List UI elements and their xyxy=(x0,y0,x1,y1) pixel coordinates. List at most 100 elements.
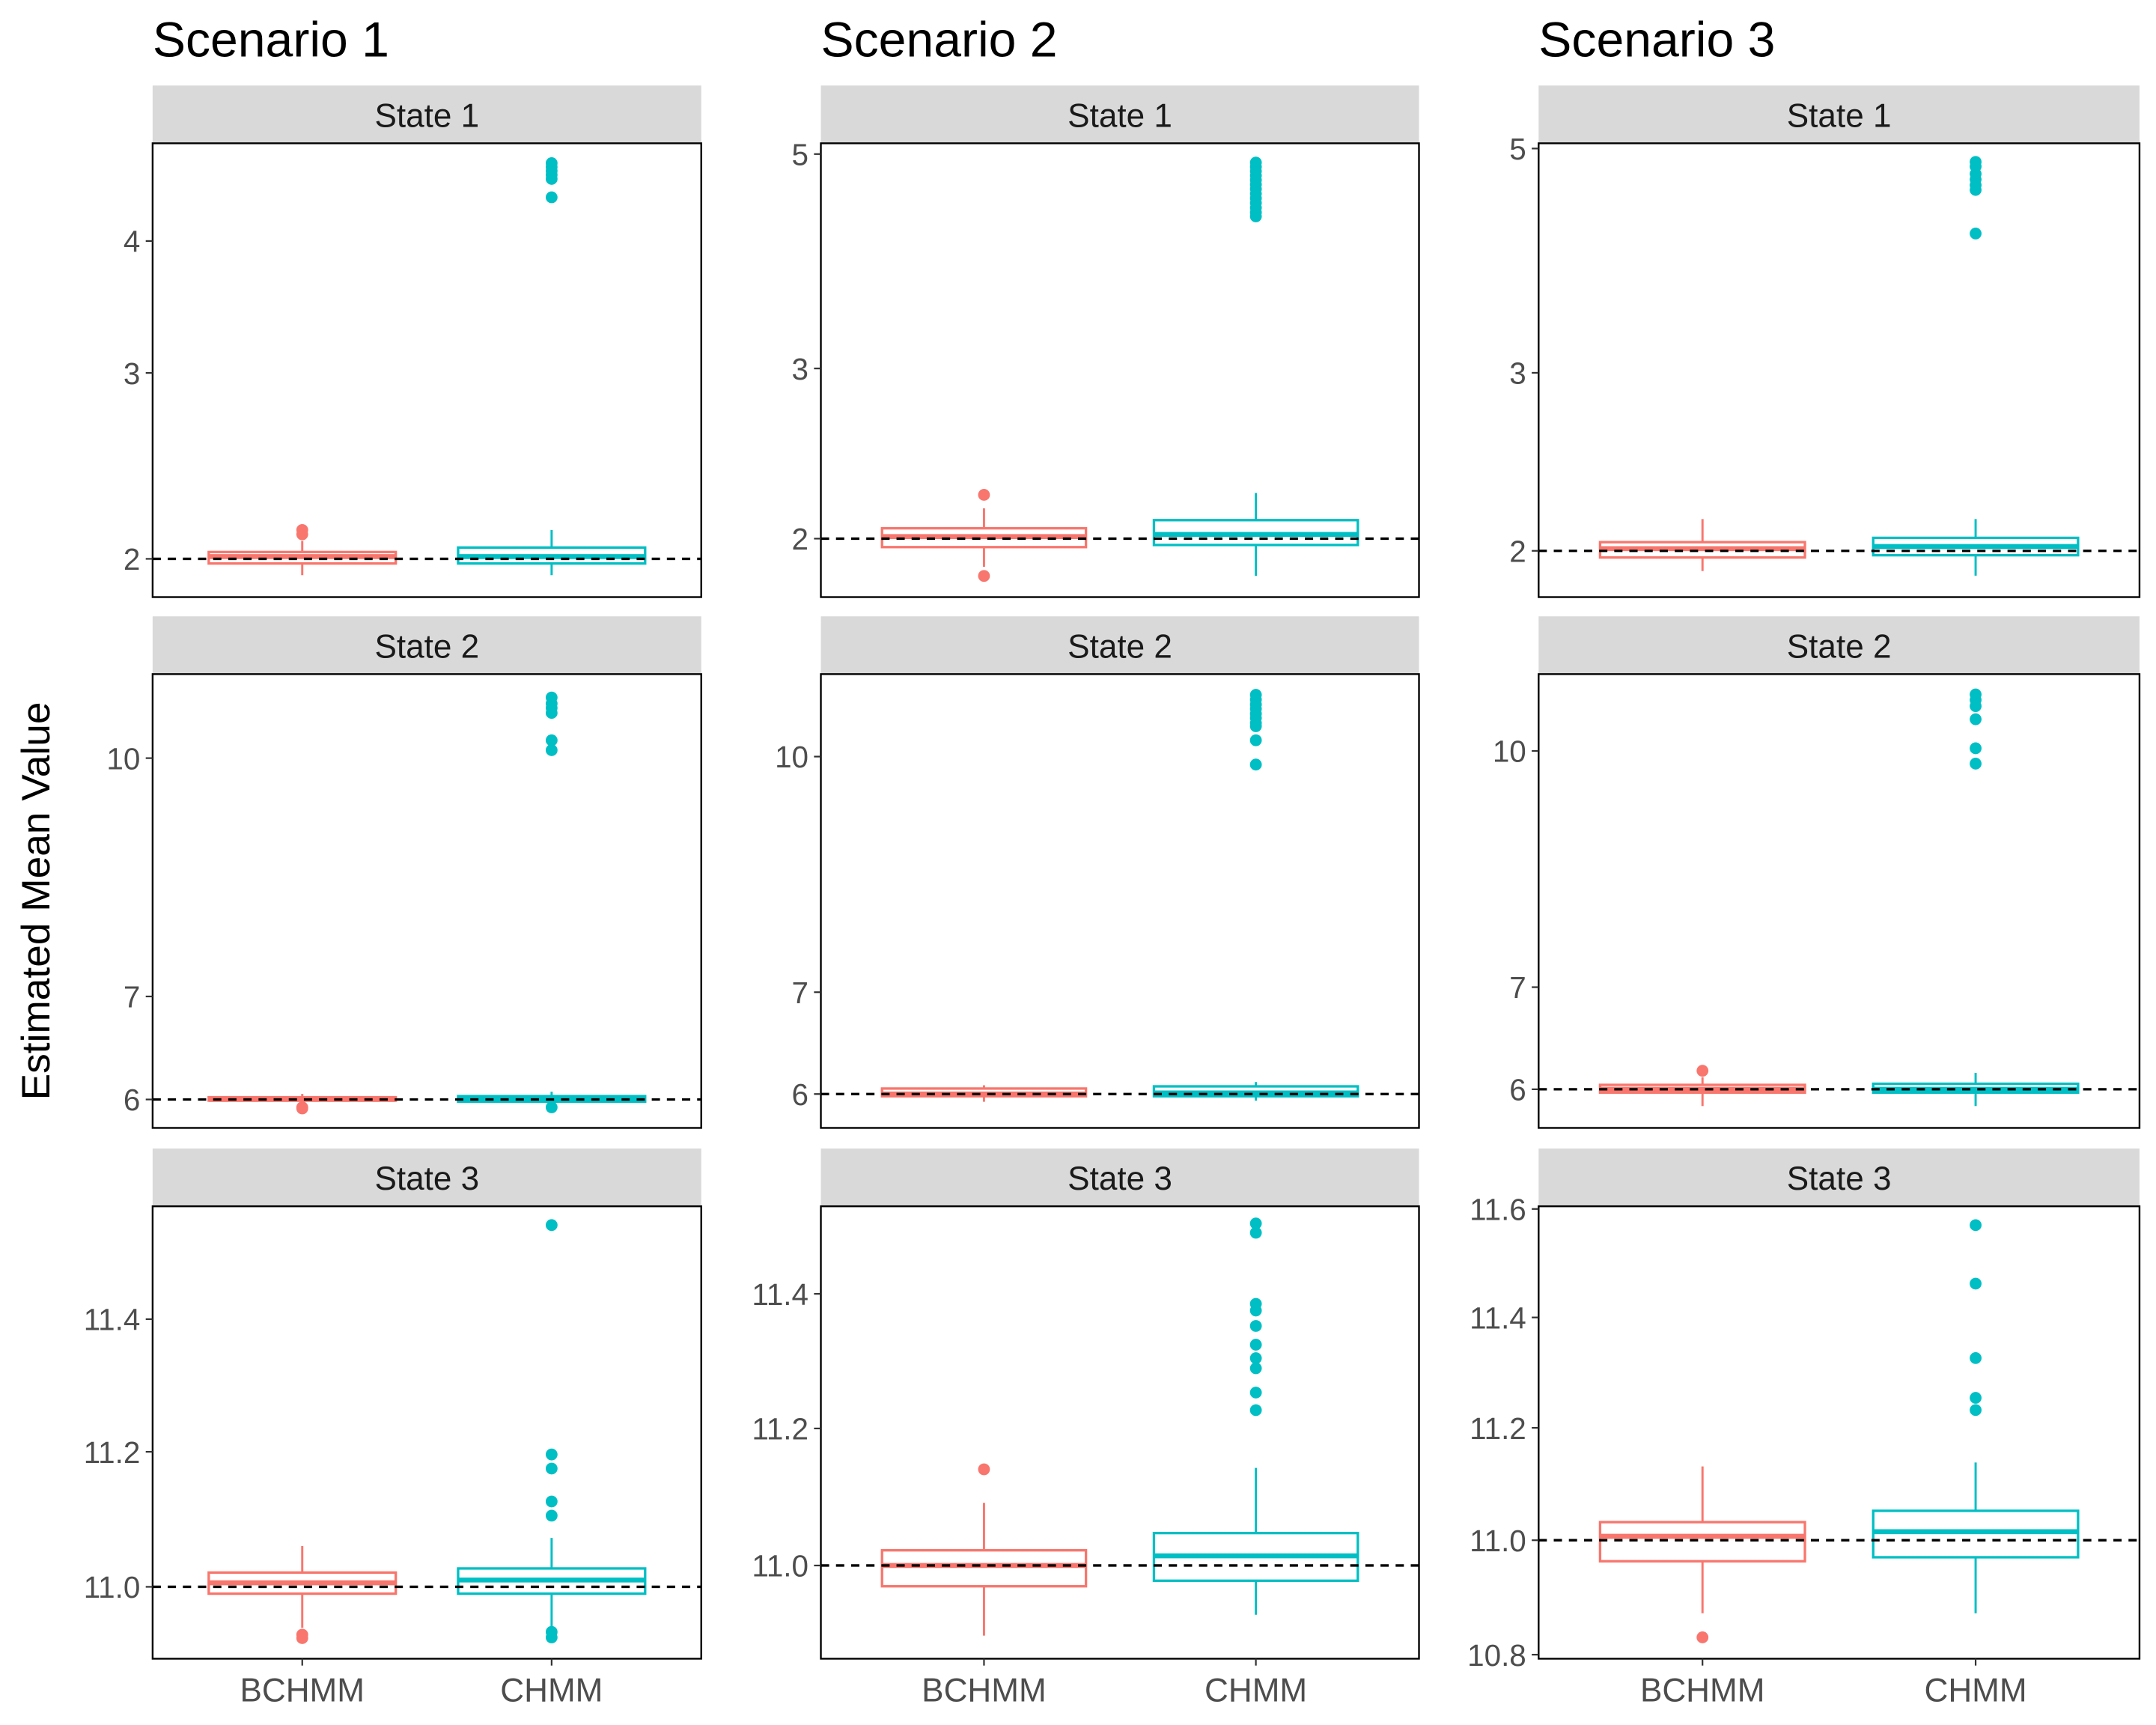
facet-strip-label: State 3 xyxy=(1068,1160,1172,1197)
outlier-point xyxy=(545,1448,558,1461)
outlier-point xyxy=(545,1462,558,1475)
outlier-point xyxy=(1249,1320,1262,1332)
outlier-point xyxy=(1249,210,1262,222)
y-tick-label: 3 xyxy=(1509,356,1526,391)
y-tick-label: 11.0 xyxy=(1470,1524,1526,1558)
box-bchmm xyxy=(1598,1466,1806,1643)
panel: State 1 2 3 4 xyxy=(124,85,702,598)
outlier-point xyxy=(1970,700,1982,713)
y-tick-label: 10.8 xyxy=(1467,1638,1526,1673)
y-tick-label: 3 xyxy=(124,356,140,391)
outlier-point xyxy=(978,570,990,582)
outlier-point xyxy=(545,1631,558,1643)
facet-strip-label: State 2 xyxy=(1787,628,1892,665)
outlier-point xyxy=(1970,183,1982,196)
x-tick-label: CHMM xyxy=(1205,1672,1307,1709)
outlier-point xyxy=(1696,1631,1709,1643)
outlier-point xyxy=(1696,1065,1709,1077)
y-tick-label: 11.4 xyxy=(752,1277,808,1312)
outlier-point xyxy=(545,1509,558,1522)
outlier-point xyxy=(545,1495,558,1508)
outlier-point xyxy=(1970,713,1982,725)
box-chmm xyxy=(1872,688,2080,1107)
outlier-point xyxy=(1970,1219,1982,1232)
facet-strip xyxy=(820,1149,1419,1207)
panel-border xyxy=(820,1205,1420,1660)
x-tick-label: BCHMM xyxy=(1640,1672,1765,1709)
outlier-point xyxy=(545,173,558,185)
y-tick-label: 11.4 xyxy=(1470,1300,1526,1335)
y-tick-label: 6 xyxy=(792,1077,808,1112)
outlier-point xyxy=(1249,720,1262,732)
y-tick-label: 7 xyxy=(124,980,140,1014)
y-tick-label: 10 xyxy=(1493,734,1526,769)
outlier-point xyxy=(296,1632,308,1644)
y-tick-label: 2 xyxy=(792,522,808,556)
y-tick-label: 11.2 xyxy=(84,1435,141,1470)
scenario-title: Scenario 3 xyxy=(1538,13,1775,68)
box-chmm xyxy=(457,1219,647,1643)
outlier-point xyxy=(1249,1352,1262,1364)
y-tick-label: 11.6 xyxy=(1470,1192,1526,1226)
y-tick-label: 4 xyxy=(124,225,140,259)
facet-strip xyxy=(820,616,1419,675)
outlier-point xyxy=(545,707,558,719)
box-chmm xyxy=(1872,1219,2080,1613)
facet-strip-label: State 3 xyxy=(374,1160,479,1197)
outlier-point xyxy=(978,1463,990,1476)
scenario-title: Scenario 1 xyxy=(153,13,389,68)
box-bchmm xyxy=(207,1546,398,1644)
panel: State 3 11.0 11.2 11.4 BCHMM CHMM xyxy=(752,1149,1420,1709)
x-tick-label: BCHMM xyxy=(922,1672,1047,1709)
outlier-point xyxy=(1970,742,1982,755)
outlier-point xyxy=(1970,1277,1982,1290)
y-tick-label: 6 xyxy=(1509,1073,1526,1107)
panel-border xyxy=(151,142,702,598)
x-tick-label: CHMM xyxy=(500,1672,603,1709)
y-tick-label: 6 xyxy=(124,1083,140,1117)
panel-border xyxy=(820,673,1420,1129)
panel-border xyxy=(1538,142,2141,598)
panel: State 2 6 7 10 xyxy=(1493,616,2141,1129)
outlier-point xyxy=(1970,228,1982,240)
y-tick-label: 5 xyxy=(792,137,808,171)
outlier-point xyxy=(296,1102,308,1115)
outlier-point xyxy=(296,523,308,536)
facet-strip-label: State 1 xyxy=(1787,97,1892,134)
panel-border xyxy=(1538,673,2141,1129)
outlier-point xyxy=(1970,758,1982,770)
outlier-point xyxy=(1249,1387,1262,1399)
outlier-point xyxy=(545,191,558,204)
y-tick-label: 11.2 xyxy=(752,1412,808,1446)
outlier-point xyxy=(1970,1352,1982,1364)
facet-strip xyxy=(820,85,1419,144)
y-tick-label: 10 xyxy=(775,740,808,774)
panel: State 2 6 7 10 xyxy=(775,616,1420,1129)
outlier-point xyxy=(1249,1226,1262,1239)
y-tick-label: 11.2 xyxy=(1470,1411,1526,1446)
y-tick-label: 7 xyxy=(792,976,808,1010)
facet-strip-label: State 2 xyxy=(374,628,479,665)
box-iqr xyxy=(880,1549,1088,1588)
facet-strip xyxy=(152,616,701,675)
panel: State 1 2 3 5 xyxy=(792,85,1420,598)
outlier-point xyxy=(978,489,990,501)
panel-border xyxy=(151,673,702,1129)
panel: State 2 6 7 10 xyxy=(106,616,702,1129)
y-tick-label: 10 xyxy=(106,741,140,776)
y-axis-label: Estimated Mean Value xyxy=(14,702,58,1101)
facet-strip xyxy=(152,1149,701,1207)
facet-strip-label: State 2 xyxy=(1068,628,1172,665)
panel-border xyxy=(1538,1205,2141,1660)
box-chmm xyxy=(1152,1217,1359,1615)
y-tick-label: 2 xyxy=(124,542,140,576)
outlier-point xyxy=(545,1101,558,1113)
x-tick-label: BCHMM xyxy=(240,1672,365,1709)
y-tick-label: 11.0 xyxy=(84,1570,141,1604)
box-iqr xyxy=(1598,1521,1806,1563)
y-tick-label: 11.4 xyxy=(84,1303,141,1337)
panel: State 3 10.8 11.0 11.2 11.4 11.6 BCHMM CHMM xyxy=(1467,1149,2141,1709)
outlier-point xyxy=(1249,1404,1262,1417)
facet-strip xyxy=(1538,616,2140,675)
